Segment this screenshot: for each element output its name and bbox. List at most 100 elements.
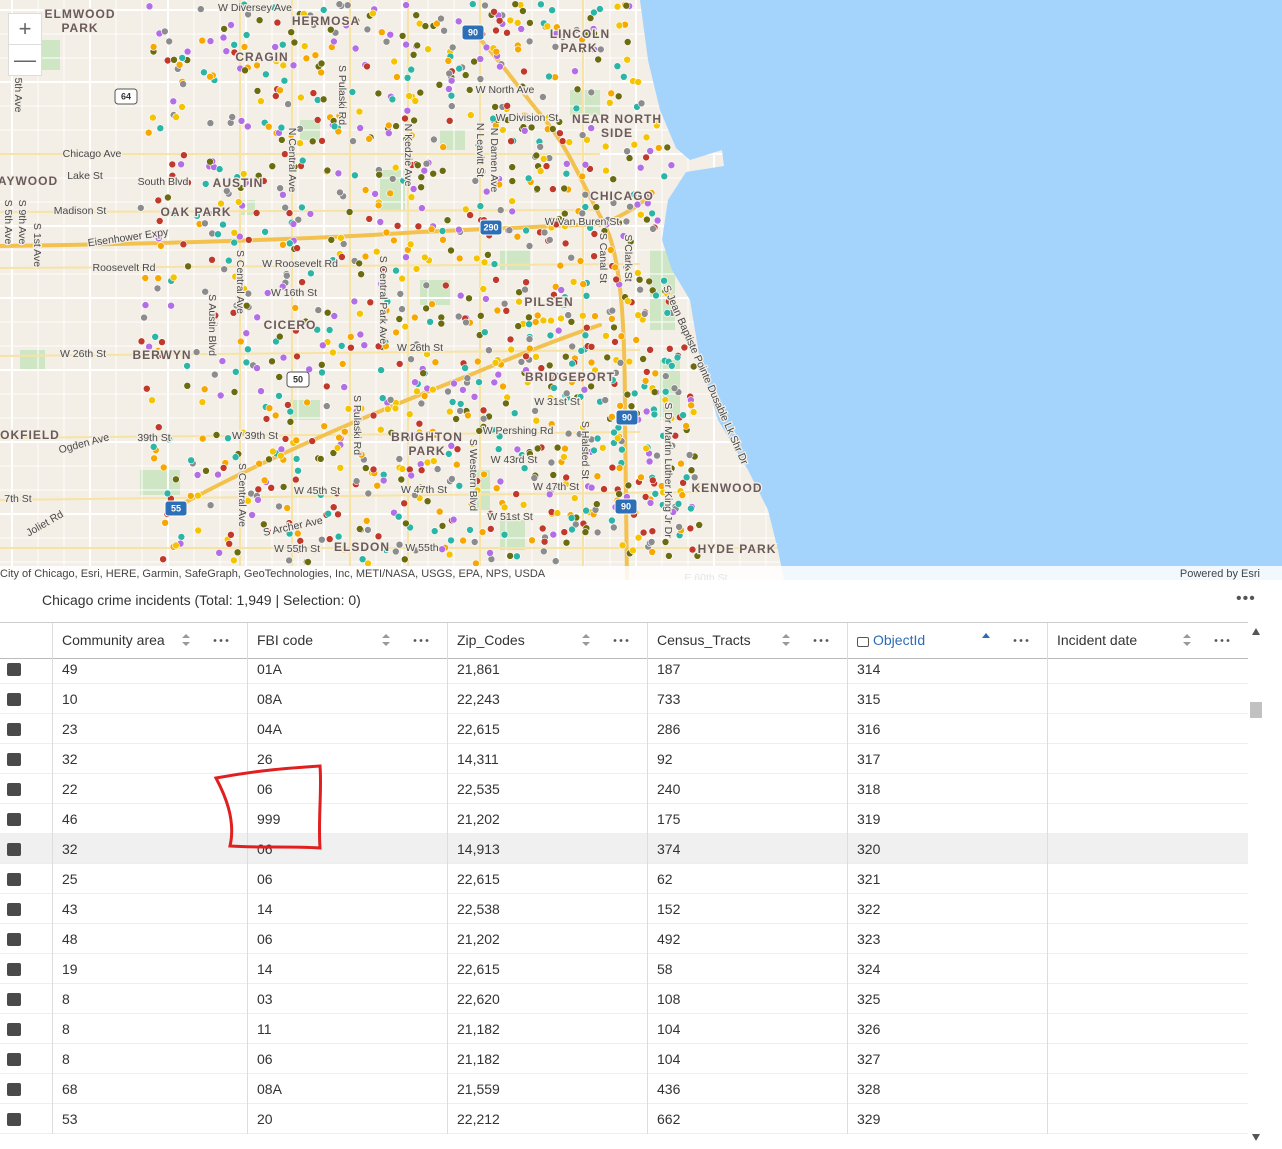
row-checkbox[interactable]: [7, 1113, 21, 1126]
crime-point: [606, 193, 615, 201]
row-checkbox[interactable]: [7, 873, 21, 886]
crime-point: [456, 407, 464, 415]
zoom-in[interactable]: +: [8, 13, 42, 45]
crime-point: [377, 28, 386, 37]
crime-point: [334, 510, 342, 519]
crime-point: [658, 501, 667, 509]
crime-point: [273, 18, 282, 27]
crime-point: [407, 65, 416, 74]
crime-point: [533, 444, 542, 453]
row-checkbox[interactable]: [7, 933, 21, 946]
crime-point: [422, 281, 431, 290]
row-checkbox[interactable]: [7, 843, 21, 856]
crime-point: [449, 515, 458, 524]
crime-point: [514, 322, 523, 330]
crime-point: [390, 57, 399, 66]
crime-point: [198, 398, 207, 406]
zoom-out[interactable]: —: [8, 44, 42, 76]
row-checkbox[interactable]: [7, 813, 21, 826]
column-header[interactable]: Zip_Codes: [447, 623, 647, 658]
row-checkbox[interactable]: [7, 903, 21, 916]
crime-point: [667, 464, 676, 473]
crime-point: [461, 205, 470, 214]
table-cell: [1047, 774, 1248, 804]
crime-point: [689, 362, 698, 371]
crime-point: [609, 523, 618, 532]
row-checkbox[interactable]: [7, 1053, 21, 1066]
table-cell: 58: [647, 954, 847, 984]
crime-point: [388, 175, 397, 183]
crime-point: [455, 481, 464, 490]
crime-point: [601, 142, 610, 151]
crime-point: [219, 464, 228, 472]
scroll-up[interactable]: [1252, 628, 1260, 635]
row-checkbox[interactable]: [7, 1023, 21, 1036]
scroll-down[interactable]: [1252, 1134, 1260, 1141]
crime-point: [671, 431, 680, 440]
crime-point: [242, 31, 251, 39]
table-title: Chicago crime incidents (Total: 1,949 | …: [42, 592, 361, 608]
crime-points[interactable]: [137, 0, 704, 568]
crime-point: [364, 526, 372, 534]
crime-point: [314, 306, 323, 314]
crime-point: [581, 203, 590, 211]
crime-point: [296, 537, 305, 545]
sort-desc: [782, 642, 790, 646]
crime-point: [286, 407, 295, 416]
crime-point: [560, 453, 568, 461]
column-header[interactable]: Incident date: [1047, 623, 1248, 658]
crime-point: [548, 125, 557, 133]
column-header[interactable]: FBI code: [247, 623, 447, 658]
table-cell: 20: [247, 1104, 447, 1134]
row-checkbox[interactable]: [7, 753, 21, 766]
crime-point: [322, 402, 331, 410]
crime-point: [641, 493, 650, 501]
crime-point: [615, 490, 623, 498]
crime-point: [647, 538, 656, 546]
table-cell: 25: [52, 864, 247, 894]
row-checkbox[interactable]: [7, 723, 21, 736]
sort-asc: [782, 634, 790, 638]
crime-point: [444, 387, 452, 396]
table-menu[interactable]: •••: [1236, 590, 1256, 607]
crime-point: [616, 358, 625, 367]
crime-point: [531, 318, 540, 326]
table-cell: 319: [847, 804, 1047, 834]
crime-point: [552, 23, 561, 32]
powered-by[interactable]: Powered by Esri: [1180, 568, 1260, 580]
crime-point: [391, 547, 400, 556]
crime-point: [686, 524, 695, 533]
column-header[interactable]: Community area: [52, 623, 247, 658]
table-cell: [1047, 744, 1248, 774]
crime-point: [285, 519, 294, 527]
crime-point: [292, 326, 300, 335]
crime-point: [334, 169, 343, 178]
crime-point: [437, 319, 446, 328]
crime-point: [337, 341, 346, 350]
crime-point: [648, 476, 657, 485]
crime-point: [294, 546, 303, 554]
scroll-thumb[interactable]: [1250, 702, 1262, 718]
crime-point: [664, 297, 673, 306]
crime-point: [536, 167, 545, 175]
row-checkbox[interactable]: [7, 993, 21, 1006]
row-checkbox[interactable]: [7, 663, 21, 676]
crime-point: [578, 311, 587, 320]
crime-point: [693, 552, 702, 560]
table-cell: 329: [847, 1104, 1047, 1134]
crime-point: [343, 1, 352, 9]
crime-point: [685, 451, 694, 459]
column-header[interactable]: ObjectId: [847, 623, 1047, 658]
street-label: W Van Buren St: [545, 216, 620, 228]
crime-point: [589, 25, 598, 33]
crime-point: [571, 67, 579, 75]
crime-point: [524, 174, 533, 183]
column-header[interactable]: Census_Tracts: [647, 623, 847, 658]
row-checkbox[interactable]: [7, 963, 21, 976]
row-checkbox[interactable]: [7, 1083, 21, 1096]
row-checkbox[interactable]: [7, 783, 21, 796]
row-checkbox[interactable]: [7, 693, 21, 706]
street-label: W 43rd St: [491, 454, 538, 466]
street-label: N Kedzie Ave: [402, 124, 414, 187]
